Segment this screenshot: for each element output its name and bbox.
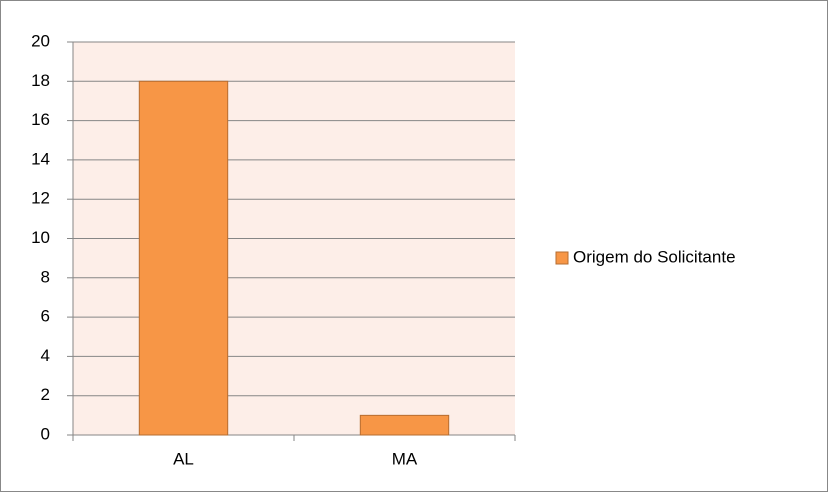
- y-tick-label: 20: [31, 31, 50, 50]
- y-tick-label: 6: [41, 307, 50, 326]
- bar: [138, 80, 229, 436]
- legend-swatch: [555, 251, 569, 265]
- x-tick-label: AL: [173, 449, 194, 468]
- y-tick-label: 10: [31, 228, 50, 247]
- y-tick-label: 12: [31, 189, 50, 208]
- legend-label: Origem do Solicitante: [573, 247, 736, 266]
- y-tick-label: 18: [31, 71, 50, 90]
- x-tick-label: MA: [392, 449, 418, 468]
- bar: [359, 414, 450, 436]
- y-tick-label: 2: [41, 385, 50, 404]
- y-tick-label: 16: [31, 110, 50, 129]
- y-tick-label: 8: [41, 267, 50, 286]
- y-tick-label: 4: [41, 346, 50, 365]
- y-tick-label: 14: [31, 149, 50, 168]
- y-tick-label: 0: [41, 424, 50, 443]
